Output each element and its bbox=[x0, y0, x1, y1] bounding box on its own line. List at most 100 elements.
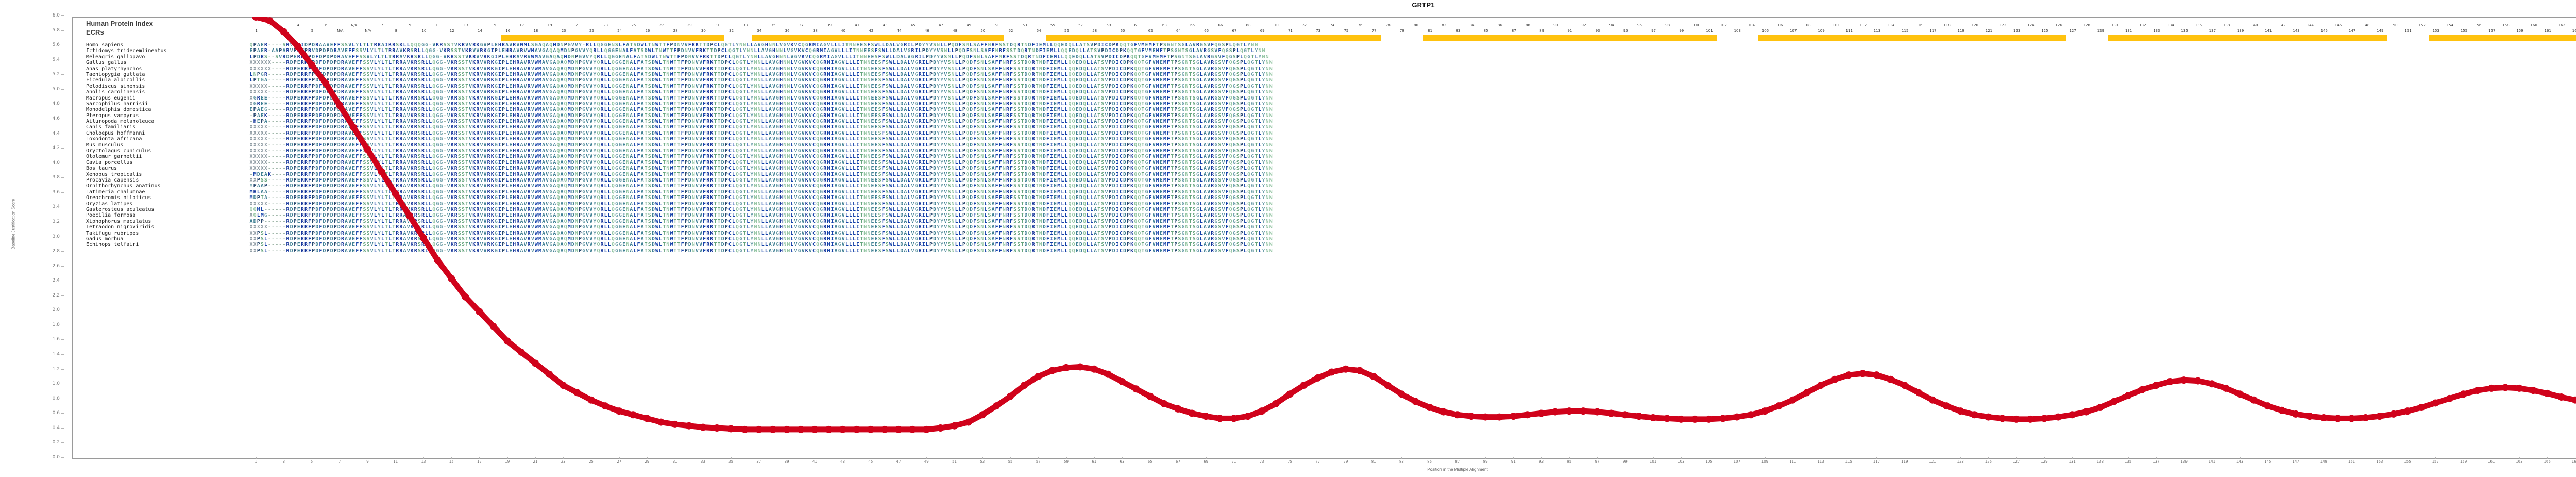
x-axis-tick: 59 bbox=[1064, 459, 1069, 464]
species-label[interactable]: Taeniopygia guttata bbox=[86, 71, 145, 77]
x-axis-tickmark bbox=[1765, 457, 1766, 459]
y-axis-tick: 1.0 bbox=[52, 381, 60, 387]
sequence-row[interactable]: XGREE-----RDPERRFPDFDPDPDRAVEFFSSVLYLTLT… bbox=[249, 95, 1273, 101]
species-label[interactable]: Takifugu rubripes bbox=[86, 230, 139, 236]
species-label[interactable]: Procavia capensis bbox=[86, 177, 139, 183]
y-axis-tick: 0.0 bbox=[52, 455, 60, 460]
sequence-row[interactable]: XXXXX-----RDPERRFPDFDPDPDRAVEFFSSVLYLTLT… bbox=[249, 148, 1273, 154]
species-label[interactable]: Xiphophorus maculatus bbox=[86, 218, 151, 224]
species-label[interactable]: Gadus morhua bbox=[86, 236, 124, 242]
species-label[interactable]: Anas platyrhynchos bbox=[86, 65, 142, 72]
y-axis-tickmark bbox=[61, 148, 64, 149]
species-label[interactable]: Xenopus tropicalis bbox=[86, 171, 142, 177]
species-label[interactable]: Gasterosteus aculeatus bbox=[86, 206, 155, 212]
sequence-row[interactable]: EPAEG-----RDPERRFPDFDPDPDRAVEFFSSVLYLTLT… bbox=[249, 107, 1273, 113]
sequence-row[interactable]: XXXXX-----RDPERRFPDFDPDPDRAVEFFSSVLYLTLT… bbox=[249, 124, 1273, 130]
sequence-row[interactable]: LPDRS--SVRDPERRFPDFDPDPDRAVEFFSSVLYLTLTR… bbox=[249, 54, 1269, 60]
sequence-row[interactable]: ADPP------RDPERRFPDFDPDPDRAVEFFSSVLYLTLT… bbox=[249, 218, 1273, 224]
sequence-row[interactable]: XXPSL-----RDPERRFPDFDPDPDRAVEFFSSVLYLTLT… bbox=[249, 230, 1273, 236]
sequence-row[interactable]: EPAER-AAPARVPRVPRVDPDPDRAVEFFSSVLYLTLTRR… bbox=[249, 48, 1265, 54]
species-label[interactable]: Pteropus vampyrus bbox=[86, 112, 139, 119]
species-label[interactable]: Oryctolagus cuniculus bbox=[86, 148, 151, 154]
sequence-row[interactable]: XXXXX-----RDPERRFPDFDPDPDRAVEFFSSVLYLTLT… bbox=[249, 130, 1273, 136]
ruler-tick: 44 bbox=[896, 29, 902, 33]
ruler-tick: 98 bbox=[1665, 23, 1670, 27]
sequence-row[interactable]: MRLAA-----RDPERRFPDFDPDPDRAVEFFSSVLYLTLT… bbox=[249, 189, 1273, 195]
species-label[interactable]: Poecilia formosa bbox=[86, 212, 136, 219]
sequence-row[interactable]: XXXXX-----RDPERRFPDFDPDPDRAVEFFSSVLYLTLT… bbox=[249, 142, 1273, 148]
species-label[interactable]: Homo sapiens bbox=[86, 42, 124, 48]
species-name-column[interactable]: Homo sapiens Ictidomys tridecemlineatus Me… bbox=[86, 42, 194, 248]
y-axis-tickmark bbox=[61, 74, 64, 75]
ruler-tick: 119 bbox=[1957, 29, 1964, 33]
sequence-row[interactable]: XXPSL-----RDPERRFPDFDPDPDRAVEFFSSVLYLTLT… bbox=[249, 242, 1273, 248]
ruler-tick: 97 bbox=[1651, 29, 1656, 33]
species-label[interactable]: Gallus gallus bbox=[86, 60, 127, 66]
sequence-row[interactable]: -HEPA-----RDPERRFPDFDPDPDRAVEFFSSVLYLTLT… bbox=[249, 119, 1273, 125]
ruler-tick: 112 bbox=[1859, 23, 1867, 27]
species-label[interactable]: Otolemur garnettii bbox=[86, 154, 142, 160]
sequence-row[interactable]: XXXXX-----RDPERRFPDFDPDPDRAVEFFSSVLYLTLT… bbox=[249, 159, 1273, 166]
x-axis-tick: 143 bbox=[2236, 459, 2244, 464]
x-axis-tick: 13 bbox=[421, 459, 426, 464]
sequence-row[interactable]: XXPSL-----RDPERRFPDFDPDPDRAVEFFSSVLYLTLT… bbox=[249, 236, 1273, 242]
species-label[interactable]: Canis familiaris bbox=[86, 124, 136, 130]
x-axis-tickmark bbox=[619, 457, 620, 459]
y-axis-tickmark bbox=[61, 339, 64, 340]
species-label[interactable]: Choloepus hoffmanni bbox=[86, 130, 145, 136]
sequence-row[interactable]: XXXXX-----RDPERRFPDFDPDPDRAVEFFSSVLYLTLT… bbox=[249, 83, 1273, 89]
x-axis-tick: 141 bbox=[2208, 459, 2216, 464]
ruler-tick: 89 bbox=[1539, 29, 1545, 33]
sequence-row[interactable]: XXXXX-----RDPERRFPDFDPDPDRAVEFFSSVLYLTLT… bbox=[249, 224, 1273, 231]
sequence-row[interactable]: MDPTA-----RDPERRFPDFDPDPDRAVEFFSSVLYLTLT… bbox=[249, 195, 1273, 201]
species-label[interactable]: Monodelphis domestica bbox=[86, 107, 151, 113]
sequence-column[interactable]: QPAER----SRVPRIDPDRAAVEFFSSVLYLTLTRRAIKR… bbox=[249, 42, 1273, 279]
species-label[interactable]: Cavia porcellus bbox=[86, 159, 133, 166]
x-axis-tickmark bbox=[2547, 457, 2548, 459]
sequence-row[interactable]: XXXXX-----RDPERRFPDFDPDPDRAVEFFSSVLYLTLT… bbox=[249, 201, 1273, 207]
species-label[interactable]: Sarcophilus harrisii bbox=[86, 101, 148, 107]
species-label[interactable]: Anolis carolinensis bbox=[86, 89, 145, 95]
species-label[interactable]: Ornithorhynchus anatinus bbox=[86, 183, 161, 189]
x-axis-tickmark bbox=[535, 457, 536, 459]
sequence-row[interactable]: XXPSL-----RDPERRFPDFDPDPDRAVEFFSSVLYLTLT… bbox=[249, 248, 1273, 254]
x-axis-tick: 145 bbox=[2264, 459, 2272, 464]
species-label[interactable]: Oreochromis niloticus bbox=[86, 195, 151, 201]
sequence-row[interactable]: XXXXXX----RDPERRFPDFDPDPDRAVEFFSSVLYLTLT… bbox=[249, 65, 1273, 72]
species-label[interactable]: Meleagris gallopavo bbox=[86, 54, 145, 60]
conservation-block bbox=[1045, 35, 1381, 41]
sequence-row[interactable]: -MDEAK----RDPERRFPDFDPDPDRAVEFFSSVLYLTLT… bbox=[249, 171, 1273, 177]
species-label[interactable]: Pelodiscus sinensis bbox=[86, 83, 145, 89]
species-label[interactable]: Loxodonta africana bbox=[86, 136, 142, 142]
sequence-row[interactable]: LPTGA-----RDPERRFPDFDPDPDRAVEFFSSVLYLTLT… bbox=[249, 77, 1273, 84]
sequence-row[interactable]: XXXXX-----RDPERRFPDFDPDPDRAVEFFSSVLYLTLT… bbox=[249, 166, 1273, 172]
species-label[interactable]: Ficedula albicollis bbox=[86, 77, 145, 84]
x-axis-tick: 83 bbox=[1399, 459, 1404, 464]
sequence-row[interactable]: XXXXXX----RDPERRFPDFDPDPDRAVEFFSSVLYLTLT… bbox=[249, 60, 1273, 66]
species-label[interactable]: Ailuropoda melanoleuca bbox=[86, 119, 155, 125]
x-axis-tick: 69 bbox=[1204, 459, 1209, 464]
species-label[interactable]: Bos taurus bbox=[86, 166, 117, 172]
sequence-row[interactable]: XXXXX-----RDPERRFPDFDPDPDRAVEFFSSVLYLTLT… bbox=[249, 154, 1273, 160]
species-label[interactable]: Latimeria chalumnae bbox=[86, 189, 145, 195]
x-axis-tickmark bbox=[2044, 457, 2045, 459]
sequence-row[interactable]: XQLMG-----RDPERRFPDFDPDPDRAVEFFSSVLYLTLT… bbox=[249, 212, 1273, 219]
species-label[interactable]: Mus musculus bbox=[86, 142, 124, 148]
species-label[interactable]: Tetraodon nigroviridis bbox=[86, 224, 155, 231]
ruler-tick: 106 bbox=[1775, 23, 1783, 27]
sequence-row[interactable]: XXPSS-----RDPERRFPDFDPDPDRAVEFFSSVLYLTLT… bbox=[249, 177, 1273, 183]
species-label[interactable]: Ictidomys tridecemlineatus bbox=[86, 48, 167, 54]
sequence-row[interactable]: QQML------RDPERRFPDFDPDPDRAVEFFSSVLYLTLT… bbox=[249, 206, 1273, 212]
x-axis-tick: 55 bbox=[1008, 459, 1013, 464]
plot-area: Human Protein Index ECRs 2 4 6 N/A 7 9 11 13 15 1… bbox=[72, 17, 2576, 459]
sequence-row[interactable]: YPAAP-----RDPERRFPDFDPDPDRAVEFFSSVLYLTLT… bbox=[249, 183, 1273, 189]
sequence-row[interactable]: XXXXX-----RDPERRFPDFDPDPDRAVEFFSSVLYLTLT… bbox=[249, 136, 1273, 142]
species-label[interactable]: Echinops telfairi bbox=[86, 242, 139, 248]
species-label[interactable]: Oryzias latipes bbox=[86, 201, 133, 207]
sequence-row[interactable]: XGREE-----RDPERRFPDFDPDPDRAVEFFSSVLYLTLT… bbox=[249, 101, 1273, 107]
sequence-row[interactable]: XXXXX-----RDPERRFPDFDPDPDRAVEFFSSVLYLTLT… bbox=[249, 89, 1273, 95]
sequence-row[interactable]: -PAEK-----RDPERRFPDFDPDPDRAVEFFSSVLYLTLT… bbox=[249, 112, 1273, 119]
species-label[interactable]: Macropus eugenii bbox=[86, 95, 136, 101]
sequence-row[interactable]: QPAER----SRVPRIDPDRAAVEFFSSVLYLTLTRRAIKR… bbox=[249, 42, 1258, 48]
sequence-row[interactable]: LNPGR-----RDPERRFPDFDPDPDRAVEFFSSVLYLTLT… bbox=[249, 71, 1273, 77]
